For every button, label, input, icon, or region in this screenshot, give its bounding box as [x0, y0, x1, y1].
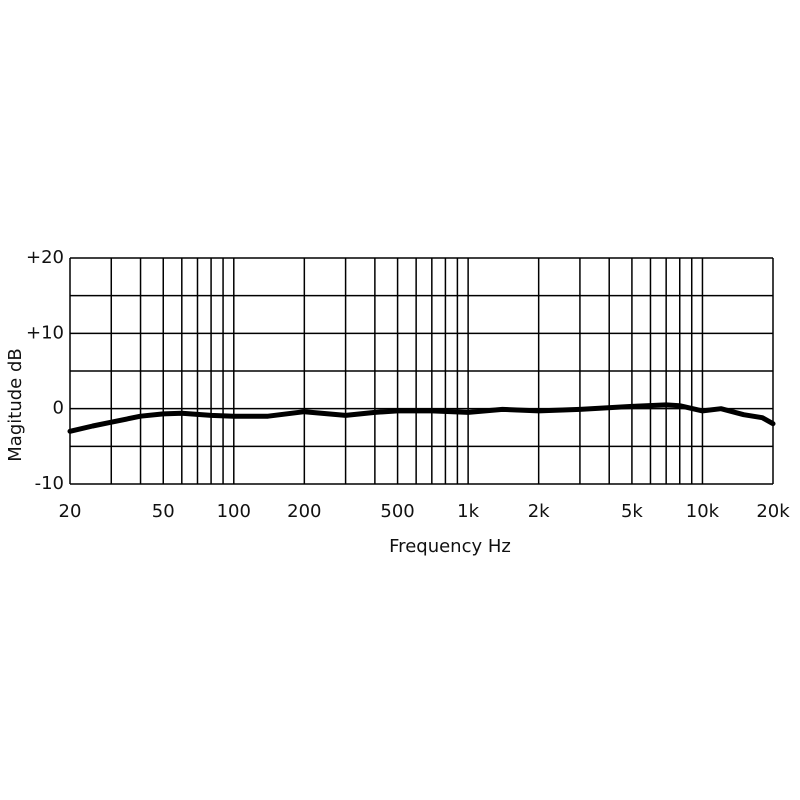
x-tick-label: 100	[217, 501, 251, 522]
x-tick-label: 10k	[686, 501, 720, 522]
x-tick-label: 1k	[457, 501, 479, 522]
y-tick-label: -10	[35, 473, 64, 494]
x-axis-title: Frequency Hz	[389, 536, 511, 557]
x-tick-label: 2k	[528, 501, 550, 522]
x-tick-label: 50	[152, 501, 175, 522]
y-tick-label: +20	[26, 247, 64, 268]
x-tick-label: 500	[380, 501, 414, 522]
y-axis-title: Magitude dB	[5, 348, 26, 461]
response-line	[67, 402, 776, 434]
x-tick-label: 200	[287, 501, 321, 522]
y-tick-label: 0	[53, 398, 64, 419]
x-tick-label: 20	[59, 501, 82, 522]
x-tick-label: 20k	[756, 501, 790, 522]
x-tick-label: 5k	[621, 501, 643, 522]
y-tick-label: +10	[26, 322, 64, 343]
